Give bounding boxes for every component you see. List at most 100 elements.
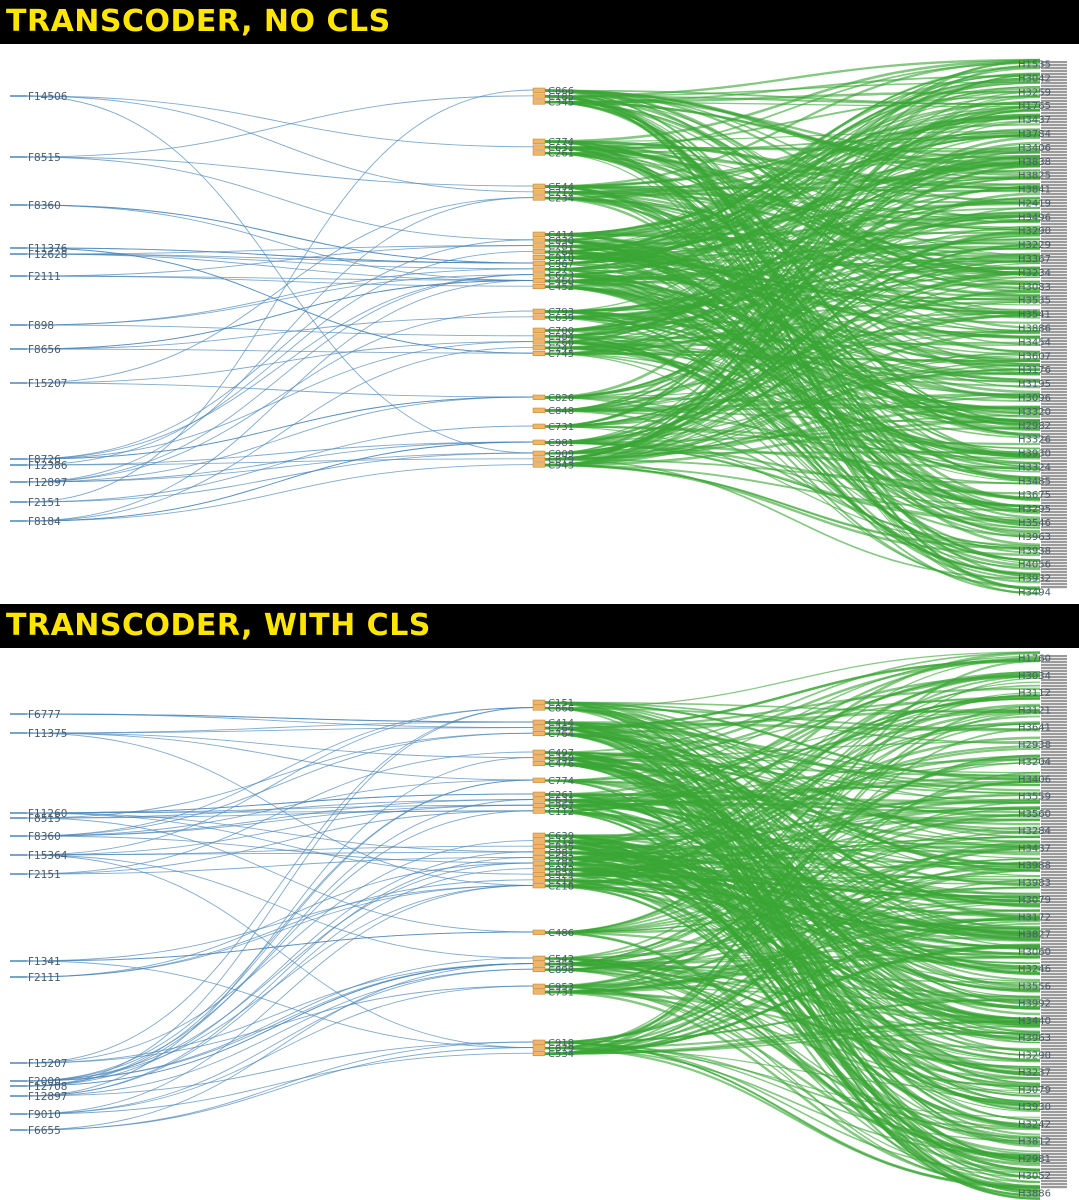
f-c-link <box>25 707 534 1064</box>
h-node-bar <box>1041 115 1067 118</box>
c-h-link <box>544 991 1041 1088</box>
h-node-label: H3886 <box>1018 1189 1051 1200</box>
h-node-label: H3496 <box>1018 212 1051 223</box>
h-node-bar <box>1041 490 1067 493</box>
h-node-bar <box>1041 1033 1067 1036</box>
h-node-bar <box>1041 832 1067 835</box>
c-node-bar <box>532 456 546 462</box>
h-node-bar <box>1041 907 1067 910</box>
c-h-link <box>544 651 1041 754</box>
c-node-bar <box>532 983 546 989</box>
h-node-bar <box>1041 1069 1067 1072</box>
c-h-link <box>544 955 1041 971</box>
h-node-label: H3827 <box>1018 930 1051 941</box>
h-node-label: H3992 <box>1018 999 1051 1010</box>
h-node-bar <box>1041 148 1067 151</box>
c-node-label: C476 <box>548 759 574 770</box>
h-node-bar <box>1041 1108 1067 1111</box>
h-node-bar <box>1041 529 1067 532</box>
h-node-bar <box>1041 556 1067 559</box>
h-node-bar <box>1041 547 1067 550</box>
c-h-link <box>544 150 1041 461</box>
c-node-bar <box>532 249 546 255</box>
h-node-bar <box>1041 223 1067 226</box>
c-node-label: C452 <box>548 282 574 293</box>
h-node-label: H3437 <box>1018 115 1051 126</box>
h-node-bar <box>1041 112 1067 115</box>
h-node-label: H3406 <box>1018 774 1051 785</box>
c-node-label: C981 <box>548 848 574 859</box>
h-node-bar <box>1041 724 1067 727</box>
h-node-bar <box>1041 199 1067 202</box>
h-node-label: H3406 <box>1018 143 1051 154</box>
c-h-link <box>544 651 1041 709</box>
h-node-label: H3675 <box>1018 490 1051 501</box>
c-node-bar <box>532 237 546 243</box>
c-node-bar <box>532 808 546 814</box>
panel-title: TRANSCODER, NO CLS <box>6 4 391 39</box>
f-c-link <box>25 713 534 723</box>
c-node-bar <box>532 345 546 351</box>
h-node-label: H3938 <box>1018 546 1051 557</box>
h-node-label: H2938 <box>1018 740 1051 751</box>
h-node-label: H3494 <box>1018 588 1051 599</box>
h-node-bar <box>1041 313 1067 316</box>
c-node-bar <box>532 832 546 838</box>
f-c-link <box>25 156 534 241</box>
f-c-link <box>25 197 534 483</box>
h-node-bar <box>1041 877 1067 880</box>
c-h-link <box>544 133 1041 282</box>
h-node-bar <box>1041 235 1067 238</box>
h-node-bar <box>1041 1153 1067 1156</box>
h-node-bar <box>1041 1027 1067 1030</box>
c-node-label: C182 <box>548 859 574 870</box>
f-c-link <box>25 396 534 460</box>
f-node-label: F1341 <box>28 956 61 968</box>
h-node-bar <box>1041 853 1067 856</box>
f-c-link <box>25 799 534 819</box>
h-node-bar <box>1041 559 1067 562</box>
h-node-bar <box>1041 124 1067 127</box>
f-node-label: F12897 <box>28 1091 67 1103</box>
c-node-bar <box>532 883 546 889</box>
c-node-label: C967 <box>548 259 574 270</box>
h-node-bar <box>1041 427 1067 430</box>
h-node-label: H3172 <box>1018 912 1051 923</box>
f-node-label: F12708 <box>28 1081 67 1093</box>
c-node-label: C623 <box>548 271 574 282</box>
c-node-bar <box>532 871 546 878</box>
h-node-label: H3042 <box>1018 73 1051 84</box>
h-node-bar <box>1041 1171 1067 1174</box>
c-h-link <box>544 703 1041 882</box>
h-node-label: H3246 <box>1018 964 1051 975</box>
panel-header-no-cls: TRANSCODER, NO CLS <box>0 0 1079 44</box>
h-node-bar <box>1041 769 1067 772</box>
h-node-bar <box>1041 139 1067 142</box>
f-c-link <box>25 862 534 978</box>
f-node-label: F2000 <box>28 1076 61 1088</box>
c-node-bar <box>532 725 546 731</box>
c-node-label: C460 <box>548 276 574 287</box>
h-node-bar <box>1041 661 1067 664</box>
h-node-bar <box>1041 865 1067 868</box>
f-c-link <box>25 968 534 1097</box>
h-node-bar <box>1041 1111 1067 1114</box>
c-h-link <box>544 1047 1041 1092</box>
f-c-link <box>25 968 534 1115</box>
c-h-link <box>544 82 1041 265</box>
h-node-bar <box>1041 970 1067 973</box>
h-node-bar <box>1041 538 1067 541</box>
c-h-link <box>544 675 1041 934</box>
c-h-link <box>544 715 1041 934</box>
h-node-bar <box>1041 64 1067 67</box>
h-node-bar <box>1041 394 1067 397</box>
h-node-bar <box>1041 253 1067 256</box>
c-h-link <box>544 363 1041 461</box>
c-node-label: C37 <box>548 265 568 276</box>
c-h-link <box>544 846 1041 1055</box>
c-h-link <box>544 463 1041 557</box>
h-node-bar <box>1041 442 1067 445</box>
h-node-bar <box>1041 901 1067 904</box>
c-h-link <box>544 955 1041 994</box>
